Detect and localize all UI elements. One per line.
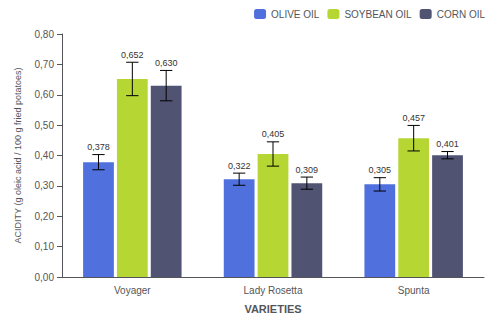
svg-text:Voyager: Voyager <box>114 285 151 296</box>
svg-text:Spunta: Spunta <box>398 285 430 296</box>
svg-text:0,652: 0,652 <box>121 50 144 60</box>
svg-text:Lady Rosetta: Lady Rosetta <box>244 285 303 296</box>
svg-text:0,40: 0,40 <box>35 150 55 161</box>
svg-text:0,405: 0,405 <box>262 129 285 139</box>
svg-text:0,20: 0,20 <box>35 211 55 222</box>
svg-text:0,60: 0,60 <box>35 89 55 100</box>
svg-text:0,00: 0,00 <box>35 272 55 283</box>
svg-text:0,401: 0,401 <box>436 139 459 149</box>
svg-text:ACIDITY (g oleic acid / 100 g: ACIDITY (g oleic acid / 100 g fried pota… <box>13 68 23 244</box>
svg-text:0,457: 0,457 <box>402 113 425 123</box>
svg-text:VARIETIES: VARIETIES <box>244 303 301 315</box>
svg-text:CORN OIL: CORN OIL <box>437 9 486 20</box>
svg-text:SOYBEAN OIL: SOYBEAN OIL <box>344 9 412 20</box>
svg-text:0,378: 0,378 <box>87 142 110 152</box>
svg-text:0,30: 0,30 <box>35 180 55 191</box>
svg-text:0,630: 0,630 <box>155 58 178 68</box>
svg-text:0,322: 0,322 <box>228 161 251 171</box>
svg-text:OLIVE OIL: OLIVE OIL <box>271 9 320 20</box>
svg-text:0,10: 0,10 <box>35 241 55 252</box>
svg-text:0,50: 0,50 <box>35 120 55 131</box>
svg-text:0,309: 0,309 <box>296 165 319 175</box>
svg-text:0,305: 0,305 <box>369 165 392 175</box>
svg-text:0,70: 0,70 <box>35 59 55 70</box>
svg-text:0,80: 0,80 <box>35 29 55 40</box>
